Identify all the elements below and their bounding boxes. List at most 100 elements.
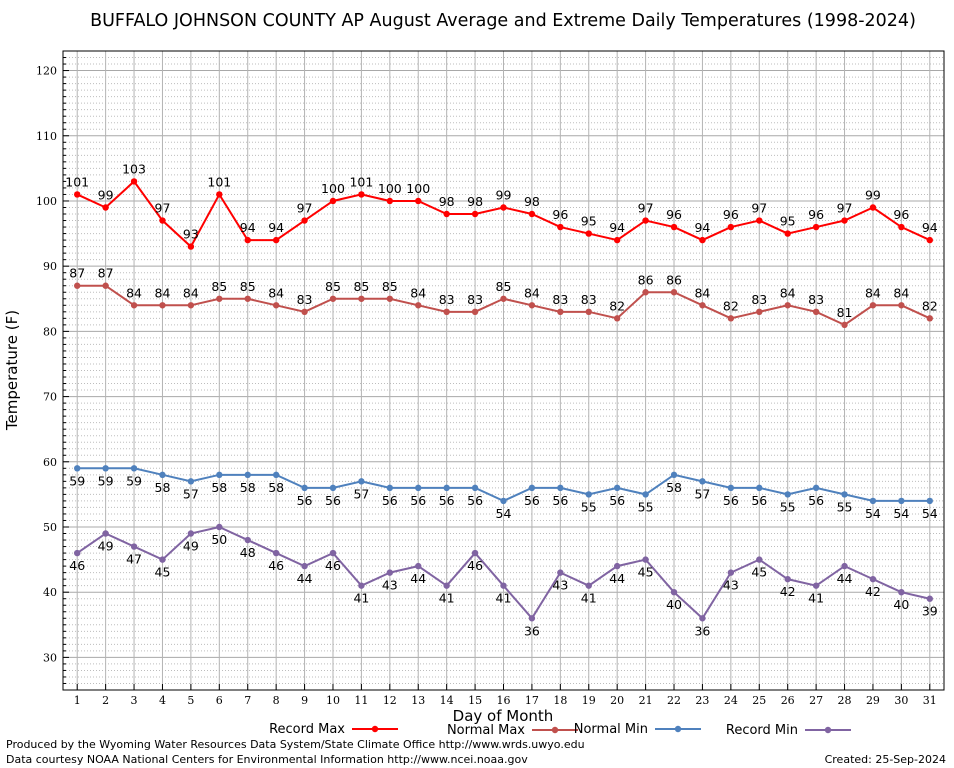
- record-min-data-label: 45: [751, 565, 767, 580]
- record-min-point: [329, 549, 337, 557]
- normal-min-point: [159, 471, 166, 479]
- normal-min-point: [102, 465, 109, 472]
- record-max-point: [727, 223, 735, 231]
- record-min-point: [784, 575, 791, 583]
- normal-max-data-label: 84: [410, 285, 426, 300]
- record-max-point: [841, 217, 848, 224]
- normal-max-data-label: 83: [581, 292, 597, 307]
- normal-max-data-label: 84: [893, 285, 909, 300]
- record-max-data-label: 94: [240, 220, 256, 235]
- normal-min-point: [74, 465, 81, 472]
- normal-min-data-label: 57: [353, 486, 369, 501]
- record-min-point: [585, 582, 592, 589]
- normal-min-point: [727, 484, 735, 492]
- x-tick-label: 8: [273, 694, 280, 707]
- normal-min-data-label: 59: [126, 473, 142, 488]
- normal-min-point: [130, 465, 138, 472]
- x-tick-label: 19: [582, 694, 596, 707]
- y-tick-label: 120: [36, 65, 57, 78]
- record-min-point: [500, 582, 507, 589]
- normal-min-point: [244, 471, 251, 479]
- normal-min-data-label: 54: [865, 506, 881, 521]
- normal-min-data-label: 56: [524, 493, 540, 508]
- normal-min-data-label: 56: [297, 493, 313, 508]
- record-min-data-label: 46: [69, 558, 85, 573]
- normal-max-point: [642, 289, 649, 296]
- record-max-data-label: 97: [297, 201, 313, 216]
- footer-credit-line1: Produced by the Wyoming Water Resources …: [6, 738, 585, 751]
- record-max-point: [528, 210, 536, 218]
- record-min-data-label: 39: [922, 604, 938, 619]
- y-tick-label: 50: [43, 521, 57, 534]
- normal-min-data-label: 56: [382, 493, 398, 508]
- normal-max-data-label: 84: [865, 285, 881, 300]
- x-tick-label: 6: [216, 694, 223, 707]
- normal-max-point: [329, 295, 337, 302]
- normal-max-data-label: 83: [297, 292, 313, 307]
- record-max-point: [358, 191, 365, 198]
- record-max-data-label: 97: [837, 201, 853, 216]
- normal-max-series: 87 87 84 84 84 85 85 84 83 85 85 85 84 83 83 85 84 83 83 82…: [69, 266, 938, 329]
- normal-min-point: [500, 497, 507, 505]
- normal-min-point: [613, 484, 621, 492]
- record-max-point: [613, 236, 621, 244]
- record-max-point: [869, 204, 877, 211]
- normal-min-data-label: 58: [666, 480, 682, 495]
- record-max-data-label: 94: [694, 220, 710, 235]
- y-tick-label: 40: [43, 586, 57, 599]
- record-max-data-label: 99: [865, 187, 881, 202]
- record-max-data-label: 101: [65, 174, 89, 189]
- normal-max-point: [159, 302, 166, 309]
- normal-max-data-label: 87: [98, 266, 114, 281]
- x-tick-label: 21: [639, 694, 653, 707]
- normal-max-data-label: 84: [268, 285, 284, 300]
- legend-marker-record-min: [824, 726, 832, 734]
- x-tick-label: 12: [383, 694, 397, 707]
- x-tick-label: 14: [440, 694, 454, 707]
- record-max-data-label: 103: [122, 161, 146, 176]
- record-min-data-label: 46: [467, 558, 483, 573]
- record-min-data-label: 40: [893, 597, 909, 612]
- record-min-point: [216, 523, 223, 531]
- record-min-point: [471, 549, 479, 557]
- record-min-data-label: 36: [694, 623, 710, 638]
- normal-min-point: [756, 484, 763, 492]
- record-max-point: [443, 210, 450, 218]
- normal-min-data-label: 56: [751, 493, 767, 508]
- normal-max-data-label: 84: [126, 285, 142, 300]
- record-max-point: [159, 217, 166, 224]
- record-max-point: [244, 236, 251, 244]
- normal-min-point: [415, 484, 422, 492]
- record-max-data-label: 100: [321, 181, 345, 196]
- normal-min-data-label: 57: [183, 486, 199, 501]
- record-max-data-label: 98: [524, 194, 540, 209]
- record-min-data-label: 40: [666, 597, 682, 612]
- x-tick-label: 4: [159, 694, 166, 707]
- record-min-point: [898, 588, 905, 596]
- record-max-data-label: 100: [406, 181, 430, 196]
- record-max-data-label: 97: [155, 201, 171, 216]
- record-max-data-label: 99: [98, 187, 114, 202]
- grid-lines: [63, 50, 944, 691]
- x-tick-label: 28: [838, 694, 852, 707]
- x-tick-label: 29: [866, 694, 880, 707]
- record-max-series: 101 99 103 97 93 101 94 94 97 100 101 100 100 98 98 99 9…: [65, 161, 938, 250]
- y-tick-label: 90: [43, 260, 57, 273]
- x-tick-label: 1: [74, 694, 81, 707]
- normal-max-point: [784, 302, 791, 309]
- record-min-point: [187, 530, 195, 537]
- normal-max-data-label: 86: [638, 272, 654, 287]
- record-max-data-label: 94: [922, 220, 938, 235]
- record-min-point: [130, 543, 138, 550]
- normal-max-point: [301, 308, 308, 316]
- record-max-point: [670, 223, 678, 231]
- record-max-data-label: 94: [609, 220, 625, 235]
- footer-credit-line2: Data courtesy NOAA National Centers for …: [6, 753, 528, 766]
- record-min-point: [869, 575, 877, 583]
- x-tick-label: 27: [809, 694, 823, 707]
- normal-min-data-label: 54: [893, 506, 909, 521]
- normal-max-data-label: 82: [609, 298, 625, 313]
- normal-max-point: [756, 308, 763, 316]
- normal-max-data-label: 85: [496, 279, 512, 294]
- record-max-point: [756, 217, 763, 224]
